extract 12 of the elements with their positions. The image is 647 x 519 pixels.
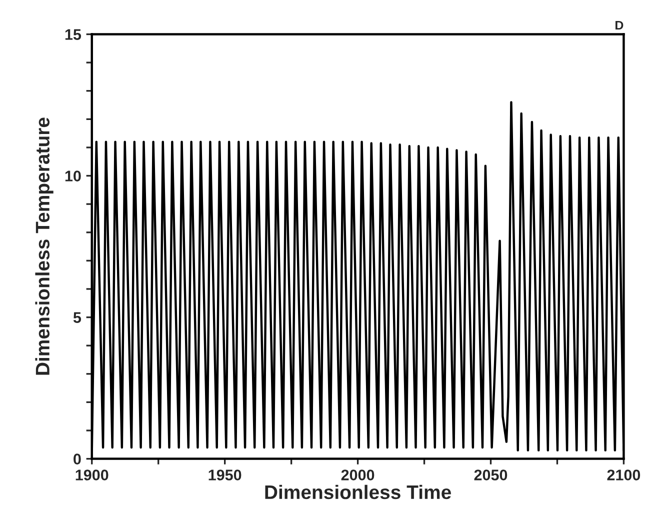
y-tick-label: 10 (65, 170, 81, 182)
x-tick-label: 1900 (76, 470, 108, 480)
x-tick-label: 2100 (607, 470, 640, 480)
y-tick-label: 0 (74, 454, 81, 464)
y-tick-label: 15 (65, 29, 82, 40)
text: D (616, 20, 624, 30)
y-axis-title: Dimensionless Temperature (35, 118, 54, 375)
x-axis-title: Dimensionless Time (265, 484, 451, 500)
x-tick-label: 2000 (341, 470, 374, 480)
x-tick-label: 2050 (474, 470, 508, 480)
x-tick-label: 1950 (208, 470, 242, 480)
y-tick-label: 5 (73, 312, 82, 323)
